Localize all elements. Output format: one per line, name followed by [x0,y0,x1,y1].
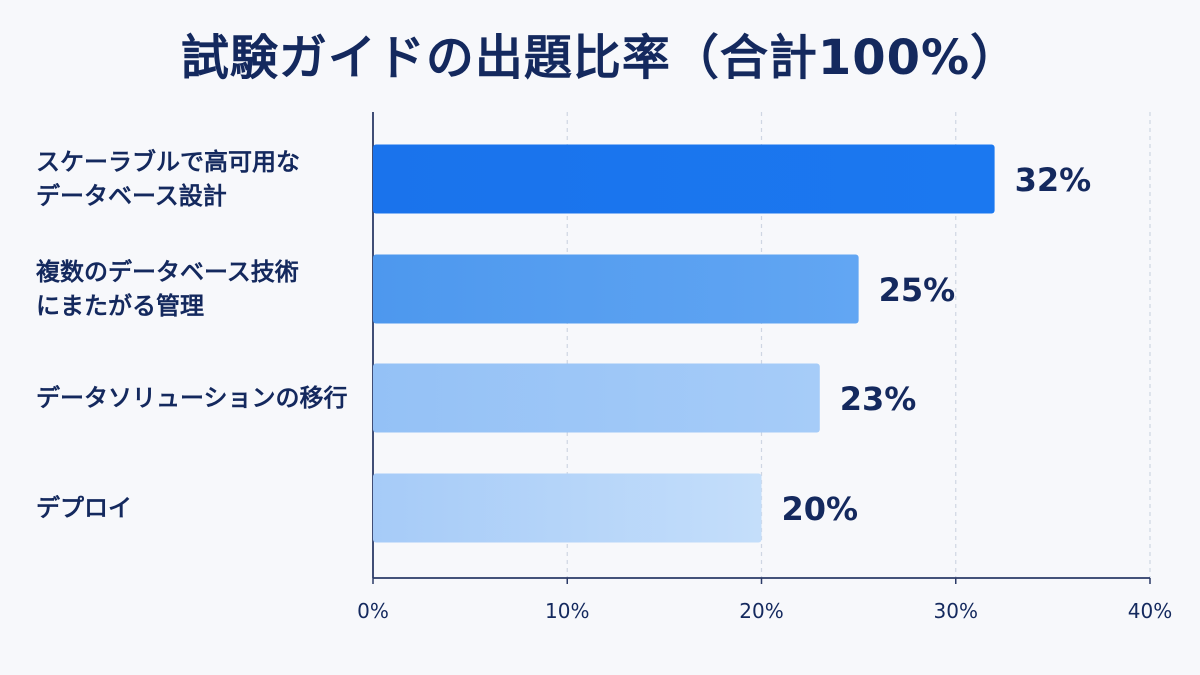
value-label: 23% [840,380,917,418]
category-label-line: スケーラブルで高可用な [36,148,300,176]
x-tick-label: 30% [934,599,978,623]
x-tick-label: 40% [1128,599,1172,623]
category-label: データソリューションの移行 [36,384,348,412]
bar [373,254,859,324]
chart-title: 試験ガイドの出題比率（合計100%） [180,30,1020,86]
value-label: 32% [1015,161,1092,199]
x-tick-label: 10% [545,599,589,623]
category-label: デプロイ [36,494,132,522]
category-label-line: 複数のデータベース技術 [36,258,299,286]
value-label: 25% [879,271,956,309]
bar [373,473,762,543]
bar [373,363,820,433]
value-label: 20% [782,490,859,528]
category-label-line: デプロイ [36,494,132,522]
x-tick-label: 0% [357,599,389,623]
category-label: 複数のデータベース技術にまたがる管理 [36,258,299,320]
category-label: スケーラブルで高可用なデータベース設計 [36,148,300,210]
bar [373,144,995,214]
category-label-line: データベース設計 [36,182,227,210]
x-tick-label: 20% [739,599,783,623]
category-label-line: データソリューションの移行 [36,384,348,412]
category-label-line: にまたがる管理 [36,292,204,320]
